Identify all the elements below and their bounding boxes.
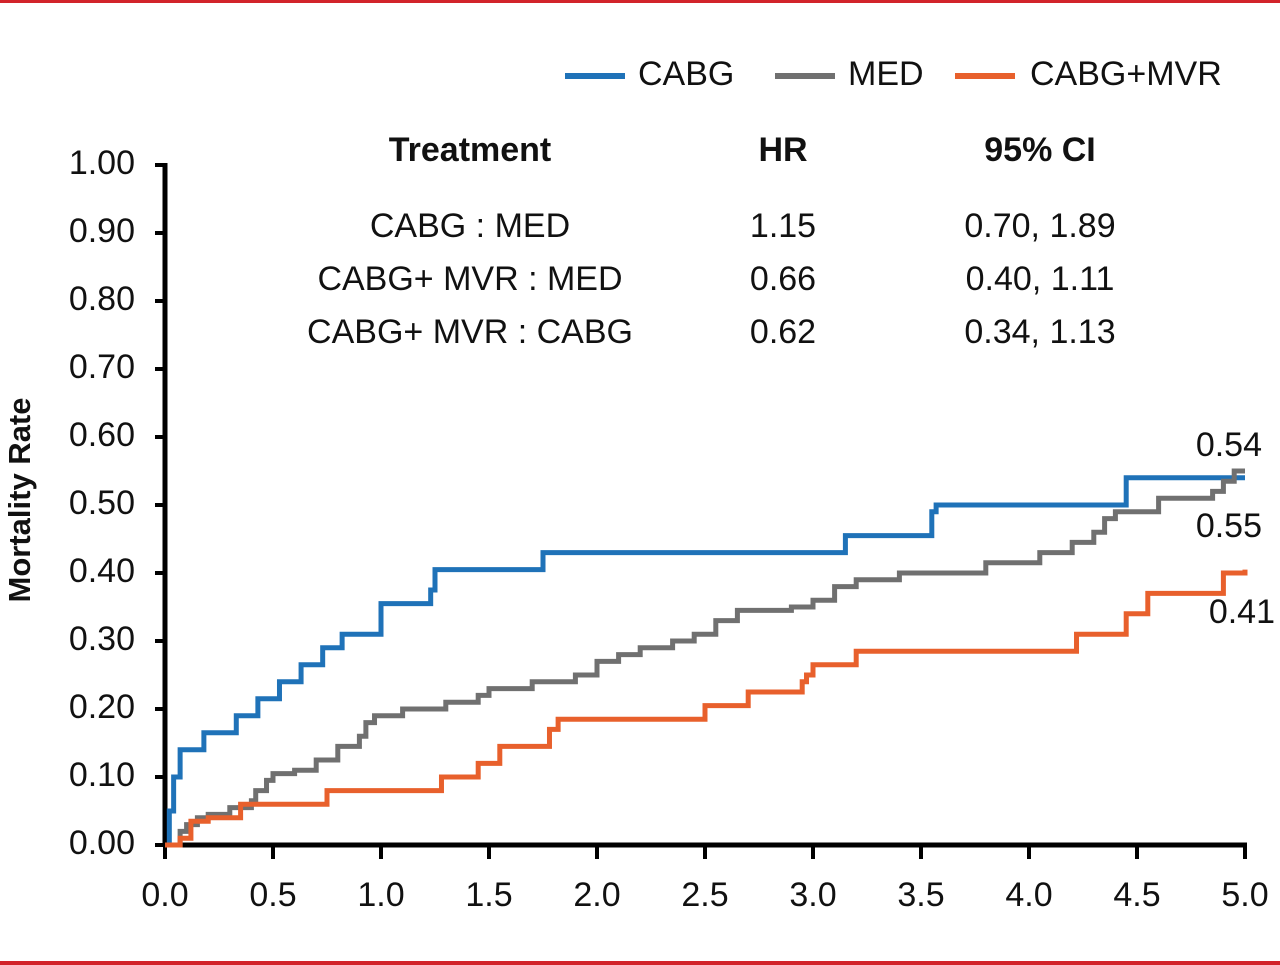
y-tick-label: 0.30 (69, 620, 135, 658)
table-cell: 0.66 (750, 260, 816, 298)
legend-label: MED (848, 55, 924, 93)
x-tick-label: 4.5 (1113, 876, 1160, 914)
top-rule (0, 0, 1280, 3)
y-tick-label: 0.70 (69, 348, 135, 386)
table-header: 95% CI (984, 131, 1096, 169)
table-cell: CABG+ MVR : MED (317, 260, 622, 298)
end-label: 0.55 (1196, 507, 1262, 545)
table-cell: 0.34, 1.13 (964, 313, 1115, 351)
y-tick-label: 0.40 (69, 552, 135, 590)
x-tick-label: 4.0 (1005, 876, 1052, 914)
table-cell: 0.40, 1.11 (966, 260, 1115, 298)
table-header: Treatment (389, 131, 552, 169)
y-tick-label: 0.80 (69, 280, 135, 318)
bottom-rule (0, 961, 1280, 965)
x-tick-label: 0.5 (249, 876, 296, 914)
y-tick-label: 0.50 (69, 484, 135, 522)
legend-label: CABG+MVR (1030, 55, 1222, 93)
end-label: 0.41 (1209, 593, 1275, 631)
table-cell: CABG+ MVR : CABG (307, 313, 633, 351)
y-tick-label: 0.10 (69, 756, 135, 794)
table-header: HR (758, 131, 807, 169)
series-line (165, 475, 1245, 848)
y-tick-label: 0.00 (69, 824, 135, 862)
x-tick-label: 3.0 (789, 876, 836, 914)
y-axis-label: Mortality Rate (2, 398, 37, 603)
y-tick-label: 1.00 (69, 144, 135, 182)
legend-label: CABG (638, 55, 734, 93)
series-line (165, 468, 1245, 848)
table-cell: CABG : MED (370, 207, 570, 245)
y-tick-label: 0.20 (69, 688, 135, 726)
series-line (165, 569, 1248, 848)
x-tick-label: 3.5 (897, 876, 944, 914)
x-tick-label: 1.0 (357, 876, 404, 914)
y-tick-label: 0.90 (69, 212, 135, 250)
y-tick-label: 0.60 (69, 416, 135, 454)
table-cell: 0.70, 1.89 (964, 207, 1115, 245)
x-tick-label: 2.5 (681, 876, 728, 914)
x-tick-label: 2.0 (573, 876, 620, 914)
x-tick-label: 1.5 (465, 876, 512, 914)
table-cell: 0.62 (750, 313, 816, 351)
end-label: 0.54 (1196, 426, 1262, 464)
table-cell: 1.15 (750, 207, 816, 245)
x-tick-label: 5.0 (1221, 876, 1268, 914)
x-tick-label: 0.0 (141, 876, 188, 914)
